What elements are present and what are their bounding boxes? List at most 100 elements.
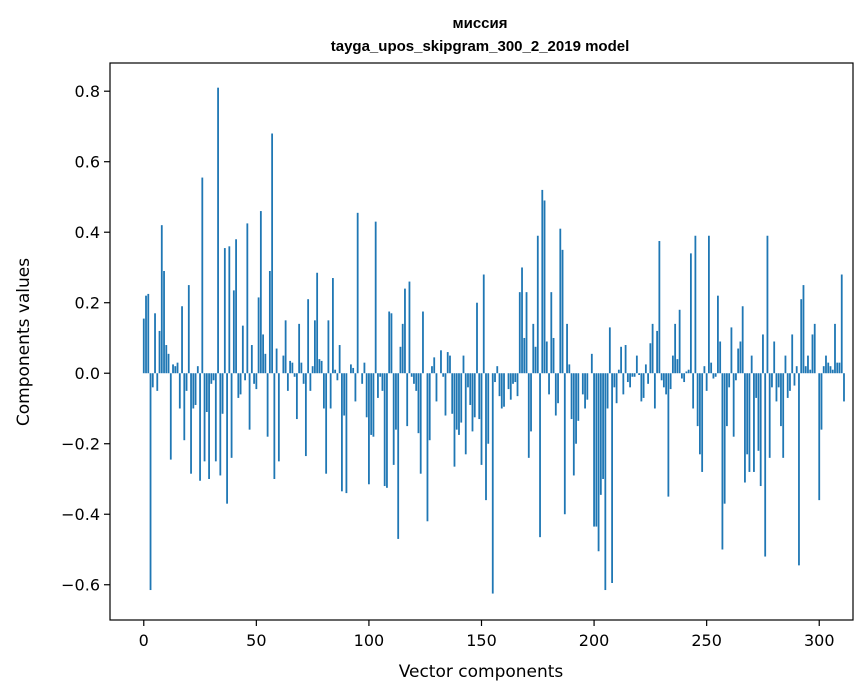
bar-288 — [791, 334, 794, 374]
y-axis: −0.6 −0.4 −0.2 0.0 0.2 0.4 0.6 0.8 — [61, 82, 110, 595]
bar-226 — [651, 323, 654, 374]
bar-47 — [248, 373, 251, 430]
bar-193 — [577, 373, 580, 421]
bar-206 — [606, 373, 609, 409]
bar-58 — [273, 373, 276, 479]
bar-51 — [257, 297, 260, 374]
bar-167 — [518, 292, 521, 374]
bar-202 — [597, 373, 600, 552]
bar-252 — [710, 362, 713, 374]
bar-2 — [147, 293, 150, 374]
bar-290 — [795, 366, 798, 374]
bar-18 — [183, 373, 186, 441]
bar-77 — [316, 272, 319, 374]
bar-16 — [178, 373, 181, 409]
bar-243 — [689, 253, 692, 374]
bar-181 — [550, 292, 553, 374]
bar-170 — [525, 292, 528, 374]
bar-246 — [696, 373, 699, 427]
bar-147 — [473, 373, 476, 418]
bar-82 — [327, 320, 330, 374]
bar-141 — [460, 373, 463, 423]
bar-190 — [570, 373, 573, 420]
bar-23 — [194, 373, 197, 405]
bar-219 — [635, 355, 638, 374]
bar-43 — [239, 373, 242, 395]
bar-230 — [660, 373, 663, 381]
bar-112 — [395, 373, 397, 430]
bar-130 — [435, 373, 438, 402]
bar-208 — [611, 373, 613, 583]
bar-262 — [732, 373, 735, 437]
bar-235 — [671, 355, 674, 374]
bar-186 — [561, 249, 564, 374]
bar-114 — [399, 346, 402, 374]
bar-13 — [172, 364, 174, 374]
bar-28 — [205, 373, 208, 413]
bar-304 — [827, 362, 830, 374]
bar-78 — [318, 359, 321, 374]
bar-98 — [363, 362, 366, 374]
bar-165 — [514, 373, 517, 383]
bar-97 — [361, 373, 364, 384]
bar-261 — [730, 327, 733, 374]
y-tick-label: −0.2 — [61, 435, 100, 454]
bar-81 — [325, 373, 328, 474]
bar-245 — [694, 235, 697, 374]
bar-132 — [440, 350, 442, 374]
bar-255 — [717, 295, 719, 374]
bar-26 — [201, 177, 204, 374]
bar-8 — [160, 225, 163, 374]
bar-204 — [602, 373, 604, 479]
bar-217 — [631, 373, 634, 377]
bar-228 — [656, 330, 659, 374]
bar-42 — [237, 373, 240, 398]
bar-118 — [408, 281, 411, 374]
bar-32 — [214, 373, 217, 462]
bar-251 — [708, 235, 710, 374]
bar-151 — [482, 274, 485, 374]
bar-74 — [309, 373, 312, 391]
bar-0 — [142, 318, 145, 374]
bar-175 — [536, 235, 539, 374]
bar-224 — [647, 373, 650, 384]
bar-240 — [683, 373, 686, 383]
bar-232 — [665, 373, 668, 395]
bar-180 — [548, 373, 550, 395]
bar-124 — [422, 311, 424, 374]
bar-169 — [523, 337, 526, 374]
bar-289 — [793, 373, 796, 386]
x-tick-label: 250 — [691, 631, 722, 650]
bar-48 — [250, 345, 253, 374]
bar-117 — [406, 373, 409, 427]
y-tick-label: 0.4 — [75, 223, 100, 242]
chart-subtitle: tayga_upos_skipgram_300_2_2019 model — [331, 38, 630, 55]
bar-94 — [354, 373, 357, 402]
bar-88 — [341, 373, 343, 492]
bar-136 — [449, 355, 451, 374]
bar-248 — [701, 373, 704, 472]
y-axis-label: Components values — [14, 258, 34, 426]
bar-197 — [586, 373, 589, 400]
bar-89 — [343, 373, 346, 416]
bar-153 — [487, 373, 490, 444]
bar-160 — [503, 373, 505, 407]
bar-137 — [451, 373, 454, 414]
bar-306 — [831, 369, 834, 374]
bar-116 — [404, 288, 406, 374]
x-tick-label: 150 — [466, 631, 497, 650]
bar-70 — [300, 362, 303, 374]
bar-280 — [773, 341, 776, 374]
bar-227 — [653, 373, 656, 409]
bar-50 — [255, 373, 258, 390]
bar-294 — [804, 366, 807, 374]
bar-266 — [741, 306, 744, 374]
bar-65 — [289, 360, 292, 374]
bar-68 — [295, 373, 298, 420]
bar-207 — [608, 327, 611, 374]
bar-309 — [838, 362, 841, 374]
bar-301 — [820, 373, 823, 430]
bar-237 — [676, 359, 679, 374]
bar-213 — [622, 373, 625, 395]
